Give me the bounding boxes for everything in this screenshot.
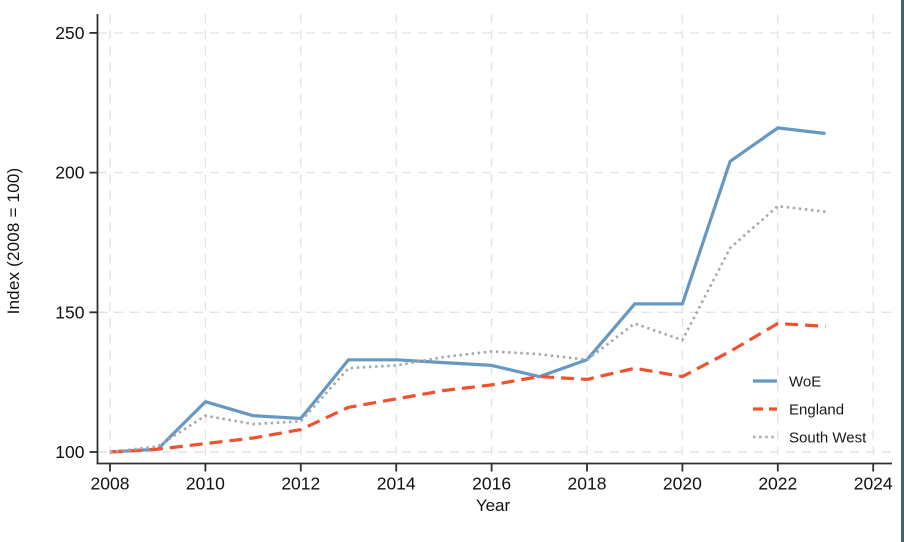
x-tick-label: 2012 [281,474,320,494]
x-tick-label: 2024 [854,474,893,494]
y-tick-label: 200 [55,163,84,183]
x-tick-label: 2014 [377,474,416,494]
y-tick-label: 100 [55,442,84,462]
series-line-england [109,321,826,454]
x-tick-label: 2018 [568,474,607,494]
series-line-south-west [109,204,826,454]
legend-label-england: England [789,402,844,419]
y-tick-label: 250 [55,23,84,43]
series-line-woe [109,126,826,454]
frame-right-border [901,0,904,542]
x-tick-label: 2022 [758,474,797,494]
x-axis-title: Year [475,496,511,515]
y-tick-label: 150 [55,302,84,322]
x-tick-label: 2016 [472,474,511,494]
x-tick-label: 2008 [91,474,130,494]
legend-label-south-west: South West [789,430,867,447]
legend-label-woe: WoE [789,374,821,391]
x-tick-label: 2020 [663,474,702,494]
x-tick-label: 2010 [186,474,225,494]
y-axis-title: Index (2008 = 100) [4,167,23,315]
